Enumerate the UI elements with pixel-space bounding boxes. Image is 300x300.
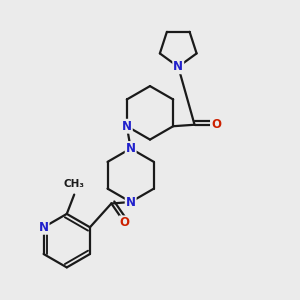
Text: N: N [122,120,132,133]
Text: N: N [39,221,49,234]
Text: O: O [211,118,221,131]
Text: N: N [126,142,136,155]
Text: CH₃: CH₃ [64,178,85,189]
Text: N: N [126,196,136,208]
Text: N: N [173,60,183,73]
Text: O: O [120,216,130,229]
